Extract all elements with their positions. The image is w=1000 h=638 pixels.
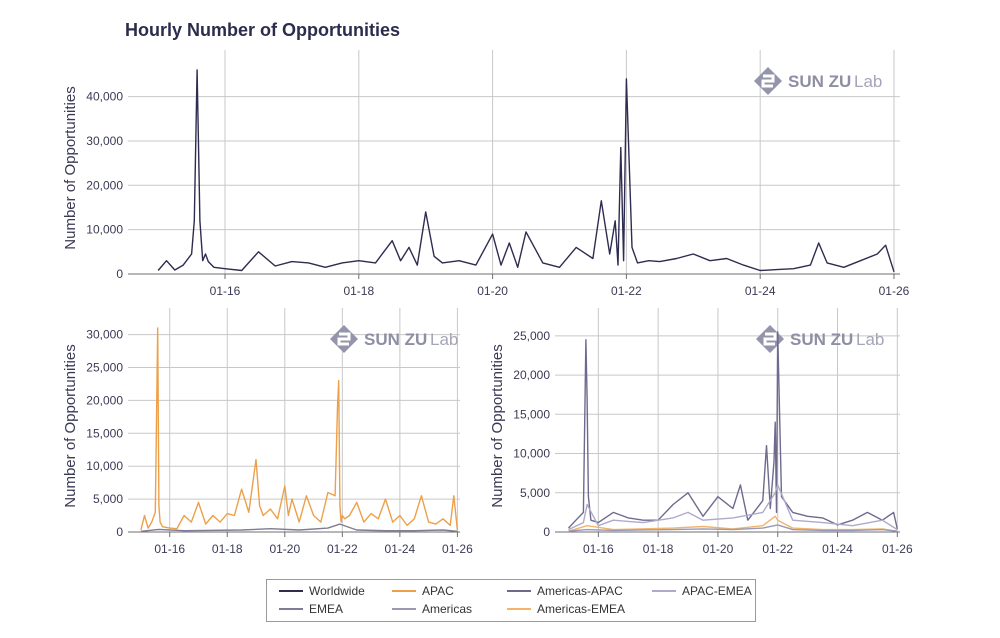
y-tick-label: 0 bbox=[116, 267, 123, 281]
legend-label: APAC bbox=[422, 584, 454, 598]
y-tick-label: 0 bbox=[116, 525, 123, 539]
legend-item-americas-emea: Americas-EMEA bbox=[507, 602, 625, 616]
y-tick-label: 10,000 bbox=[86, 223, 123, 237]
y-tick-label: 20,000 bbox=[513, 368, 550, 382]
legend-swatch-americas-emea bbox=[507, 608, 531, 610]
y-tick-label: 10,000 bbox=[86, 459, 123, 473]
series-line-worldwide bbox=[157, 69, 895, 273]
x-tick-label: 01-22 bbox=[611, 284, 642, 298]
y-tick-label: 0 bbox=[543, 525, 550, 539]
logo: SUN ZU Lab bbox=[756, 325, 884, 353]
legend-item-emea: EMEA bbox=[279, 602, 343, 616]
x-tick-label: 01-18 bbox=[643, 542, 674, 556]
legend-swatch-apac-emea bbox=[652, 590, 676, 592]
x-tick-label: 01-16 bbox=[210, 284, 241, 298]
legend-item-apac: APAC bbox=[392, 584, 454, 598]
y-axis-label: Number of Opportunities bbox=[489, 344, 506, 507]
logo-subtext: Lab bbox=[856, 330, 884, 349]
logo-text: SUN ZU bbox=[788, 72, 851, 91]
series-line-apac-emea bbox=[568, 484, 898, 531]
legend-label: EMEA bbox=[309, 602, 344, 616]
legend-item-worldwide: Worldwide bbox=[279, 584, 365, 598]
y-tick-label: 30,000 bbox=[86, 134, 123, 148]
logo-mark-s bbox=[763, 332, 777, 346]
y-axis-label: Number of Opportunities bbox=[62, 86, 79, 249]
legend-label: APAC-EMEA bbox=[682, 584, 752, 598]
chart-panel-2: 0 5,000 10,000 15,000 20,000 25,000 30,000 01-1… bbox=[62, 308, 473, 556]
x-tick-label: 01-22 bbox=[327, 542, 358, 556]
legend-swatch-americas bbox=[392, 608, 416, 610]
legend-item-americas: Americas bbox=[392, 602, 472, 616]
x-tick-label: 01-20 bbox=[703, 542, 734, 556]
logo-mark-s bbox=[761, 74, 775, 88]
logo: SUN ZU Lab bbox=[754, 67, 882, 95]
y-axis-label: Number of Opportunities bbox=[62, 344, 79, 507]
series-line-americas-apac bbox=[567, 331, 898, 530]
logo: SUN ZU Lab bbox=[330, 325, 458, 353]
x-tick-label: 01-18 bbox=[212, 542, 243, 556]
y-tick-label: 10,000 bbox=[513, 447, 550, 461]
legend-label: Americas bbox=[422, 602, 473, 616]
y-tick-label: 20,000 bbox=[86, 393, 123, 407]
chart-panel-3: 0 5,000 10,000 15,000 20,000 25,000 01-16 01-18… bbox=[489, 308, 913, 556]
series-line-apac bbox=[140, 327, 459, 531]
x-tick-label: 01-16 bbox=[154, 542, 185, 556]
y-tick-label: 30,000 bbox=[86, 328, 123, 342]
y-tick-label: 25,000 bbox=[513, 329, 550, 343]
page-title: Hourly Number of Opportunities bbox=[125, 20, 401, 40]
chart-panel-1: 0 10,000 20,000 30,000 40,000 01-16 01-18 01-20… bbox=[62, 50, 910, 298]
x-tick-label: 01-26 bbox=[882, 542, 913, 556]
y-tick-label: 40,000 bbox=[86, 90, 123, 104]
logo-subtext: Lab bbox=[430, 330, 458, 349]
x-tick-label: 01-22 bbox=[762, 542, 793, 556]
legend-swatch-americas-apac bbox=[507, 590, 531, 592]
y-tick-label: 15,000 bbox=[86, 426, 123, 440]
x-tick-label: 01-26 bbox=[442, 542, 473, 556]
logo-text: SUN ZU bbox=[790, 330, 853, 349]
y-tick-label: 25,000 bbox=[86, 360, 123, 374]
legend-item-americas-apac: Americas-APAC bbox=[507, 584, 623, 598]
x-tick-label: 01-16 bbox=[583, 542, 614, 556]
x-tick-label: 01-20 bbox=[477, 284, 508, 298]
logo-text: SUN ZU bbox=[364, 330, 427, 349]
legend-swatch-emea bbox=[279, 608, 303, 610]
series-line-americas bbox=[568, 524, 898, 532]
x-tick-label: 01-24 bbox=[822, 542, 853, 556]
legend: Worldwide APAC Americas-APAC APAC-EMEA E… bbox=[266, 579, 756, 622]
y-tick-label: 5,000 bbox=[93, 492, 123, 506]
series-line-emea bbox=[140, 523, 458, 532]
legend-item-apac-emea: APAC-EMEA bbox=[652, 584, 752, 598]
legend-label: Americas-EMEA bbox=[537, 602, 626, 616]
legend-label: Americas-APAC bbox=[537, 584, 623, 598]
series-line-americas-emea bbox=[568, 515, 898, 532]
x-tick-label: 01-20 bbox=[269, 542, 300, 556]
logo-mark-s bbox=[337, 332, 351, 346]
x-tick-label: 01-18 bbox=[343, 284, 374, 298]
y-tick-label: 5,000 bbox=[520, 486, 550, 500]
logo-subtext: Lab bbox=[854, 72, 882, 91]
x-tick-label: 01-24 bbox=[745, 284, 776, 298]
x-tick-label: 01-26 bbox=[879, 284, 910, 298]
x-tick-label: 01-24 bbox=[385, 542, 416, 556]
legend-label: Worldwide bbox=[309, 584, 365, 598]
legend-swatch-apac bbox=[392, 590, 416, 592]
y-tick-label: 15,000 bbox=[513, 407, 550, 421]
legend-swatch-worldwide bbox=[279, 590, 303, 592]
y-tick-label: 20,000 bbox=[86, 178, 123, 192]
